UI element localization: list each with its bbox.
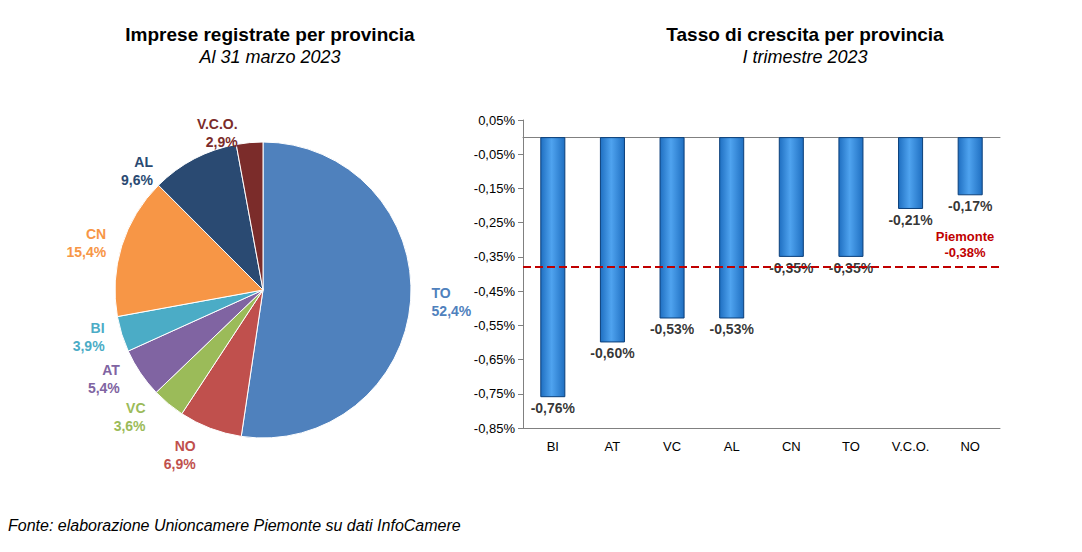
- svg-text:BI: BI: [91, 320, 105, 336]
- svg-text:15,4%: 15,4%: [66, 244, 106, 260]
- svg-text:Piemonte: Piemonte: [936, 229, 995, 244]
- svg-text:Fonte: elaborazione Unioncamer: Fonte: elaborazione Unioncamere Piemonte…: [8, 517, 461, 534]
- svg-text:TO: TO: [432, 285, 451, 301]
- svg-text:-0,45%: -0,45%: [474, 284, 516, 299]
- svg-text:3,9%: 3,9%: [73, 338, 105, 354]
- svg-text:-0,55%: -0,55%: [474, 318, 516, 333]
- svg-text:-0,35%: -0,35%: [769, 259, 814, 276]
- svg-text:-0,75%: -0,75%: [474, 386, 516, 401]
- svg-text:Al 31 marzo 2023: Al 31 marzo 2023: [198, 47, 340, 67]
- svg-text:-0,15%: -0,15%: [474, 181, 516, 196]
- svg-text:Tasso di crescita per provinci: Tasso di crescita per provincia: [666, 24, 944, 45]
- svg-text:AL: AL: [134, 154, 153, 170]
- svg-text:-0,25%: -0,25%: [474, 215, 516, 230]
- svg-text:-0,38%: -0,38%: [944, 245, 986, 260]
- svg-text:6,9%: 6,9%: [164, 456, 196, 472]
- svg-text:-0,60%: -0,60%: [590, 345, 635, 361]
- svg-text:I trimestre 2023: I trimestre 2023: [742, 47, 867, 67]
- svg-text:-0,53%: -0,53%: [710, 321, 755, 337]
- svg-text:-0,65%: -0,65%: [474, 352, 516, 367]
- svg-text:-0,76%: -0,76%: [531, 400, 576, 416]
- svg-text:VC: VC: [663, 439, 681, 454]
- svg-text:V.C.O.: V.C.O.: [892, 439, 930, 454]
- svg-text:3,6%: 3,6%: [114, 418, 146, 434]
- svg-text:-0,35%: -0,35%: [828, 259, 874, 276]
- svg-text:2,9%: 2,9%: [206, 134, 238, 150]
- svg-text:-0,21%: -0,21%: [888, 212, 933, 228]
- svg-text:5,4%: 5,4%: [88, 380, 120, 396]
- svg-text:AT: AT: [605, 439, 621, 454]
- svg-text:NO: NO: [960, 439, 980, 454]
- svg-text:-0,17%: -0,17%: [948, 198, 993, 214]
- svg-text:TO: TO: [842, 439, 860, 454]
- svg-text:-0,85%: -0,85%: [474, 421, 516, 436]
- svg-text:NO: NO: [175, 438, 196, 454]
- svg-text:52,4%: 52,4%: [432, 303, 472, 319]
- svg-text:-0,05%: -0,05%: [474, 147, 516, 162]
- svg-text:CN: CN: [86, 226, 106, 242]
- svg-text:AT: AT: [102, 362, 120, 378]
- svg-text:V.C.O.: V.C.O.: [197, 116, 238, 132]
- svg-text:CN: CN: [782, 439, 801, 454]
- svg-text:AL: AL: [724, 439, 740, 454]
- svg-text:0,05%: 0,05%: [478, 113, 515, 128]
- svg-text:-0,35%: -0,35%: [474, 249, 516, 264]
- svg-text:9,6%: 9,6%: [121, 172, 153, 188]
- svg-text:BI: BI: [547, 439, 559, 454]
- svg-text:-0,53%: -0,53%: [650, 321, 695, 337]
- svg-text:Imprese registrate per provinc: Imprese registrate per provincia: [125, 24, 415, 45]
- svg-text:VC: VC: [126, 400, 145, 416]
